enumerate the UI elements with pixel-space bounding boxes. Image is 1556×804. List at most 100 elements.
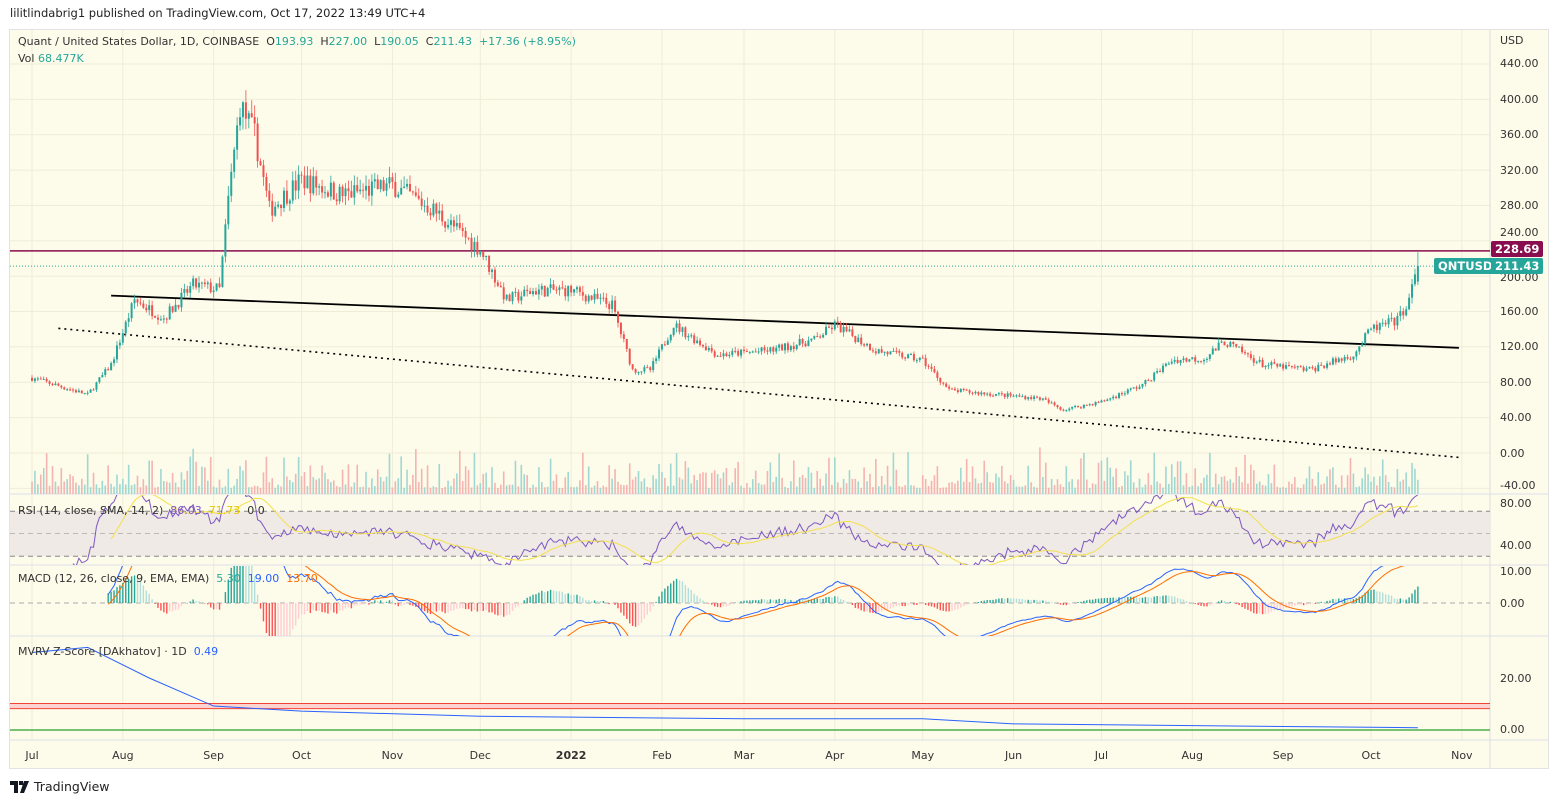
mvrv-legend[interactable]: MVRV Z-Score [DAkhatov] · 1D 0.49	[18, 645, 218, 658]
candle-body	[274, 206, 277, 216]
candle-body	[608, 303, 611, 310]
candle-body	[1267, 365, 1270, 367]
macd-histogram-bar	[968, 603, 971, 605]
candle-body	[467, 237, 470, 239]
volume-bar	[423, 487, 426, 494]
macd-histogram-bar	[1288, 603, 1290, 608]
volume-bar	[1021, 486, 1024, 494]
rsi-value: 86.03	[170, 504, 202, 517]
volume-bar	[1323, 483, 1325, 494]
macd-histogram-bar	[514, 603, 517, 608]
time-axis-label: Oct	[292, 749, 312, 762]
candle-body	[1249, 354, 1252, 359]
macd-histogram-bar	[971, 603, 974, 604]
rsi-legend[interactable]: RSI (14, close, SMA, 14, 2) 86.03 71.73 …	[18, 504, 265, 517]
volume-bar	[918, 487, 921, 494]
candle-body	[690, 335, 693, 337]
volume-bar	[1027, 465, 1029, 494]
volume-bar	[1138, 478, 1141, 494]
symbol-title[interactable]: Quant / United States Dollar, 1D, COINBA…	[18, 35, 260, 48]
volume-bar	[628, 463, 631, 494]
volume-bar	[283, 457, 285, 494]
volume-bar	[623, 485, 625, 494]
candle-body	[391, 177, 394, 182]
candle-body	[1024, 396, 1027, 400]
volume-bar	[1194, 468, 1197, 494]
candle-body	[757, 351, 760, 353]
volume-bar	[473, 452, 476, 494]
volume-bar	[306, 486, 309, 494]
candle-body	[482, 251, 485, 258]
time-axis-label: Aug	[112, 749, 134, 762]
candle-body	[95, 382, 98, 390]
macd-histogram-bar	[511, 603, 514, 612]
candle-body	[45, 378, 48, 382]
volume-bar	[699, 473, 701, 494]
candle-body	[974, 391, 977, 394]
macd-histogram-bar	[1147, 597, 1150, 603]
candle-body	[1003, 393, 1006, 397]
volume-bar	[675, 453, 678, 494]
volume-bar	[637, 471, 640, 494]
macd-histogram-bar	[1323, 601, 1325, 603]
candle-body	[280, 204, 283, 209]
volume-bar	[1273, 464, 1276, 494]
volume-bar	[514, 460, 517, 494]
volume-bar	[221, 487, 224, 494]
macd-histogram-bar	[1402, 599, 1404, 603]
volume-bar	[907, 451, 909, 494]
volume-bar	[1352, 473, 1355, 494]
macd-histogram-bar	[107, 593, 109, 603]
macd-histogram-bar	[1065, 603, 1067, 606]
macd-histogram-bar	[1127, 597, 1129, 603]
candle-body	[508, 294, 511, 302]
macd-histogram-bar	[1329, 600, 1331, 603]
tradingview-logo[interactable]: TradingView	[10, 779, 110, 794]
volume-bar	[763, 484, 766, 494]
volume-bar	[1358, 486, 1361, 494]
volume-bar	[1124, 471, 1126, 494]
volume-bar	[828, 457, 830, 494]
time-axis-label: Nov	[1451, 749, 1473, 762]
macd-histogram-bar	[819, 598, 821, 603]
candle-body	[781, 344, 784, 351]
macd-legend[interactable]: MACD (12, 26, close, 9, EMA, EMA) 5.30 1…	[18, 572, 318, 585]
volume-bar	[1373, 476, 1375, 494]
macd-histogram-bar	[1053, 602, 1056, 604]
macd-histogram-bar	[353, 603, 355, 606]
candle-body	[786, 343, 789, 351]
volume-bar	[1279, 487, 1281, 494]
volume-bar	[356, 464, 359, 494]
macd-histogram-bar	[675, 578, 678, 603]
macd-histogram-bar	[892, 603, 895, 608]
candle-body	[564, 288, 567, 297]
macd-histogram-bar	[295, 603, 297, 626]
candle-body	[1317, 364, 1320, 372]
volume-bar	[875, 458, 877, 494]
candle-body	[836, 321, 839, 324]
volume-bar	[429, 487, 432, 494]
macd-histogram-bar	[787, 600, 789, 603]
candle-body	[300, 174, 303, 176]
volume-bar	[945, 487, 947, 494]
macd-histogram-bar	[605, 602, 607, 603]
candle-body	[854, 335, 857, 343]
volume-bar	[130, 485, 133, 494]
candle-body	[1065, 410, 1068, 412]
macd-histogram-bar	[1226, 601, 1229, 603]
volume-bar	[1062, 486, 1065, 494]
macd-histogram-bar	[532, 594, 534, 603]
volume-bar	[397, 478, 400, 494]
macd-histogram-bar	[198, 601, 200, 603]
volume-bar	[119, 484, 121, 494]
macd-histogram-bar	[251, 566, 253, 603]
candle-body	[871, 350, 874, 352]
candle-body	[581, 291, 584, 296]
volume-bar	[848, 470, 851, 494]
volume-bar	[1103, 480, 1106, 494]
macd-histogram-bar	[681, 581, 684, 603]
macd-histogram-bar	[658, 596, 660, 603]
volume-bar	[913, 485, 915, 494]
macd-histogram-bar	[916, 603, 918, 605]
